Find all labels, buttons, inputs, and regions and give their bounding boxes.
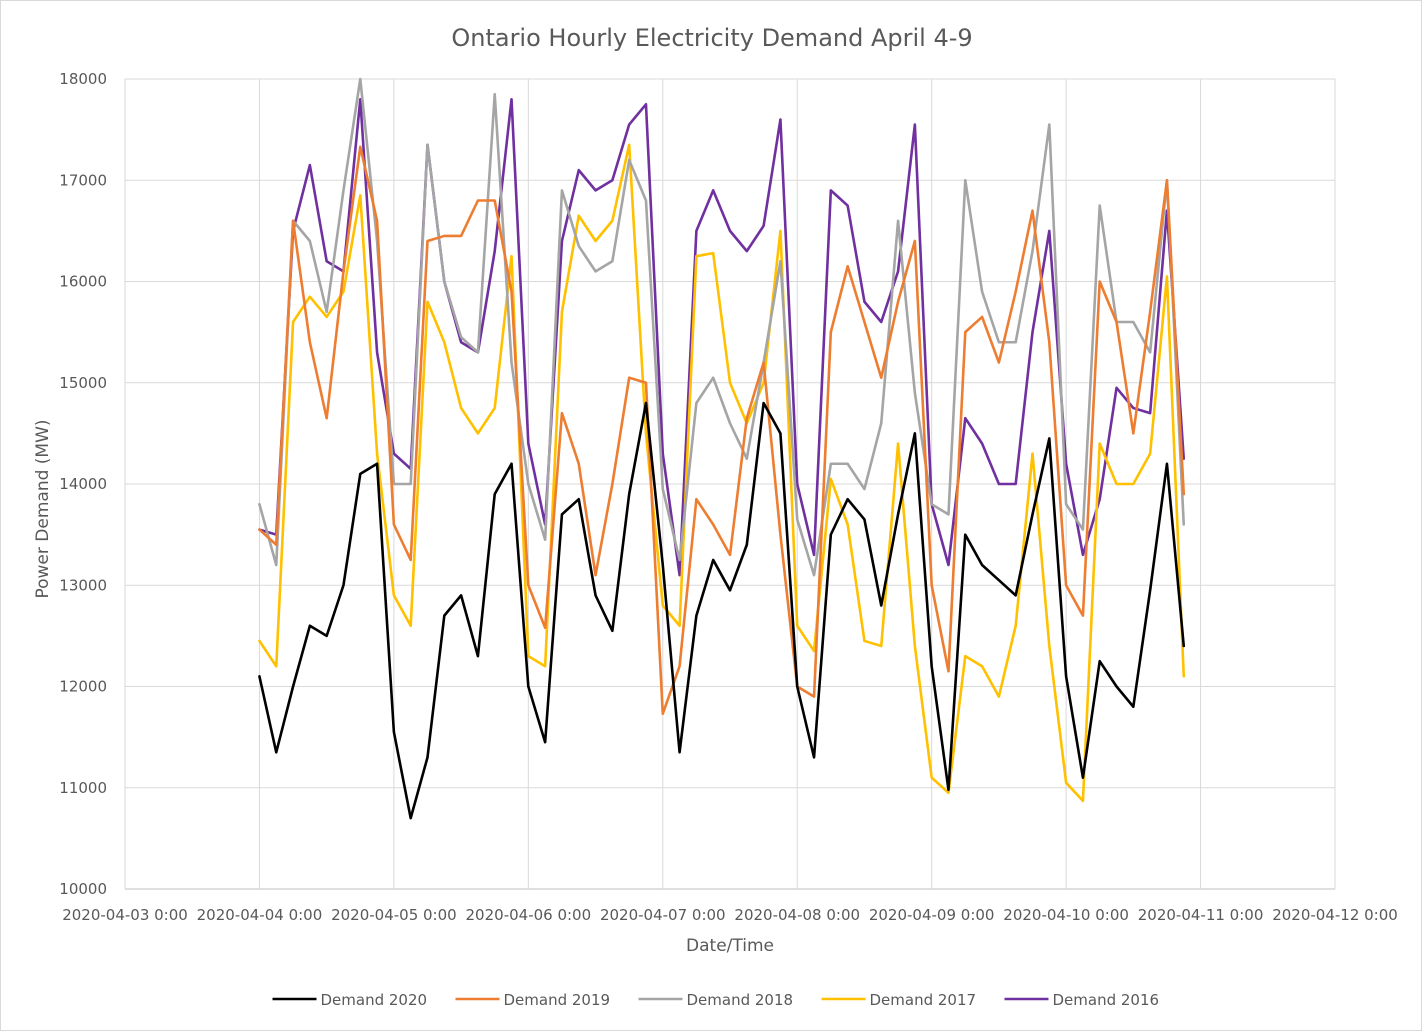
x-axis-title: Date/Time	[686, 936, 774, 956]
x-tick-labels: 2020-04-03 0:00 2020-04-04 0:00 2020-04-05…	[62, 906, 1398, 924]
x-tick-label: 2020-04-07 0:00	[600, 906, 726, 924]
legend-label: Demand 2018	[687, 991, 794, 1009]
x-tick-label: 2020-04-06 0:00	[466, 906, 592, 924]
legend-label: Demand 2020	[321, 991, 428, 1009]
y-tick-label: 11000	[59, 779, 107, 797]
x-tick-label: 2020-04-09 0:00	[869, 906, 995, 924]
series-line-demand-2018	[258, 77, 1186, 577]
series-line-demand-2020	[258, 401, 1186, 820]
legend-item: Demand 2019	[455, 991, 611, 1009]
legend-item: Demand 2020	[272, 991, 428, 1009]
y-tick-label: 13000	[59, 576, 107, 594]
series-line-demand-2017	[258, 143, 1186, 803]
x-tick-label: 2020-04-03 0:00	[62, 906, 188, 924]
x-tick-label: 2020-04-08 0:00	[734, 906, 860, 924]
x-tick-label: 2020-04-11 0:00	[1138, 906, 1264, 924]
legend: Demand 2020 Demand 2019 Demand 2018 Demand …	[272, 991, 1160, 1009]
legend-item: Demand 2017	[821, 991, 977, 1009]
legend-item: Demand 2018	[638, 991, 794, 1009]
chart-title: Ontario Hourly Electricity Demand April …	[451, 24, 972, 52]
y-axis-title: Power Demand (MW)	[33, 419, 53, 598]
legend-item: Demand 2016	[1004, 991, 1160, 1009]
y-tick-labels: 10000 11000 12000 13000 14000 15000 16000 17000…	[59, 70, 107, 898]
legend-label: Demand 2017	[870, 991, 977, 1009]
legend-label: Demand 2019	[504, 991, 611, 1009]
y-tick-label: 10000	[59, 880, 107, 898]
x-tick-label: 2020-04-04 0:00	[197, 906, 323, 924]
series-line-demand-2019	[258, 145, 1186, 716]
y-gridlines	[125, 78, 1335, 890]
series-layer	[258, 77, 1186, 820]
y-tick-label: 14000	[59, 475, 107, 493]
x-tick-label: 2020-04-05 0:00	[331, 906, 457, 924]
y-tick-label: 17000	[59, 171, 107, 189]
y-tick-label: 15000	[59, 374, 107, 392]
series-line-demand-2016	[258, 97, 1186, 577]
y-tick-label: 18000	[59, 70, 107, 88]
y-tick-label: 16000	[59, 273, 107, 291]
y-tick-label: 12000	[59, 678, 107, 696]
x-tick-label: 2020-04-12 0:00	[1272, 906, 1398, 924]
x-tick-label: 2020-04-10 0:00	[1003, 906, 1129, 924]
legend-label: Demand 2016	[1053, 991, 1160, 1009]
